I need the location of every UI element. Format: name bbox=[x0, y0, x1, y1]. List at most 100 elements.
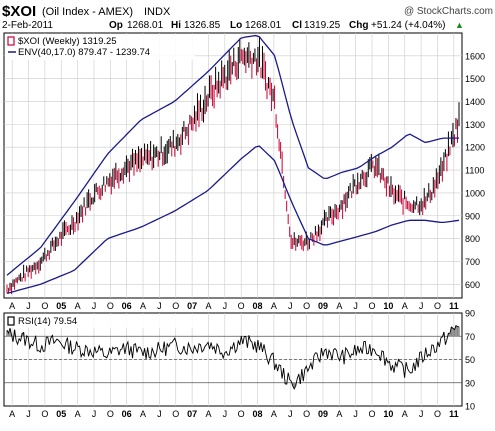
chart-symbol-name: (Oil Index - AMEX) bbox=[42, 6, 133, 18]
x-tick-label: J bbox=[26, 409, 31, 419]
x-tick-label: A bbox=[75, 409, 81, 419]
y-tick-label: 50 bbox=[465, 355, 475, 365]
x-tick-label: O bbox=[238, 301, 245, 311]
x-tick-label: A bbox=[9, 409, 15, 419]
y-tick-label: 1500 bbox=[465, 74, 485, 84]
rsi-line bbox=[6, 324, 460, 390]
x-tick-label: J bbox=[157, 409, 162, 419]
x-tick-label: J bbox=[92, 301, 97, 311]
y-tick-label: 10 bbox=[465, 402, 475, 412]
y-tick-label: 900 bbox=[465, 211, 480, 221]
quote-open-label: Op bbox=[109, 20, 123, 31]
x-tick-label: J bbox=[223, 301, 228, 311]
x-tick-label: J bbox=[26, 301, 31, 311]
x-tick-label: O bbox=[107, 409, 114, 419]
x-tick-label: A bbox=[205, 301, 211, 311]
quote-close-label: Cl bbox=[292, 20, 302, 31]
legend-swatch bbox=[7, 316, 15, 326]
price-bars bbox=[6, 36, 460, 295]
envelope-line bbox=[6, 145, 460, 295]
y-tick-label: 1100 bbox=[465, 166, 484, 176]
x-tick-label: A bbox=[402, 301, 408, 311]
y-tick-label: 70 bbox=[465, 332, 475, 342]
x-tick-label: 09 bbox=[318, 409, 328, 419]
x-tick-label: O bbox=[434, 301, 441, 311]
x-tick-label: 07 bbox=[187, 409, 197, 419]
quote-open: 1268.01 bbox=[127, 20, 164, 31]
x-tick-label: J bbox=[157, 301, 162, 311]
x-tick-label: O bbox=[369, 301, 376, 311]
x-tick-label: O bbox=[434, 409, 441, 419]
x-tick-label: J bbox=[353, 301, 358, 311]
x-tick-label: 05 bbox=[56, 409, 66, 419]
y-tick-label: 1400 bbox=[465, 97, 485, 107]
x-tick-label: O bbox=[41, 409, 48, 419]
chart-symbol-category: INDX bbox=[144, 6, 171, 18]
x-tick-label: 09 bbox=[318, 301, 328, 311]
y-tick-label: 1600 bbox=[465, 51, 485, 61]
y-tick-label: 90 bbox=[465, 309, 475, 319]
x-tick-label: 06 bbox=[122, 301, 132, 311]
quote-date: 2-Feb-2011 bbox=[2, 20, 53, 31]
x-tick-label: J bbox=[419, 409, 424, 419]
x-tick-label: 06 bbox=[122, 409, 132, 419]
x-tick-label: 08 bbox=[253, 409, 263, 419]
x-tick-label: A bbox=[9, 301, 15, 311]
x-tick-label: J bbox=[288, 301, 293, 311]
quote-high: 1326.85 bbox=[184, 20, 221, 31]
plot-frame bbox=[3, 32, 463, 299]
y-tick-label: 30 bbox=[465, 378, 475, 388]
legend-label: $XOI (Weekly) 1319.25 bbox=[18, 36, 117, 47]
x-tick-label: O bbox=[303, 409, 310, 419]
x-tick-label: 07 bbox=[187, 301, 197, 311]
x-tick-label: J bbox=[288, 409, 293, 419]
x-tick-label: A bbox=[271, 301, 277, 311]
x-tick-label: A bbox=[140, 301, 146, 311]
x-tick-label: A bbox=[336, 301, 342, 311]
x-tick-label: O bbox=[369, 409, 376, 419]
x-tick-label: O bbox=[303, 301, 310, 311]
legend-label: RSI(14) 79.54 bbox=[18, 316, 77, 327]
x-tick-label: A bbox=[75, 301, 81, 311]
y-tick-label: 1300 bbox=[465, 120, 485, 130]
chart-symbol: $XOI bbox=[2, 3, 36, 20]
y-tick-label: 600 bbox=[465, 280, 480, 290]
quote-low: 1268.01 bbox=[245, 20, 282, 31]
legend-background bbox=[5, 314, 195, 328]
x-tick-label: A bbox=[402, 409, 408, 419]
x-tick-label: 11 bbox=[449, 409, 459, 419]
quote-low-label: Lo bbox=[230, 20, 242, 31]
quote-change: +51.24 (+4.04%) bbox=[371, 20, 446, 31]
price-panel: 600 700 800 900 1000 1100 1200 1300 1400 1500 1600… bbox=[3, 32, 485, 311]
quote-change-label: Chg bbox=[349, 20, 368, 31]
y-tick-label: 1000 bbox=[465, 188, 485, 198]
x-tick-label: A bbox=[140, 409, 146, 419]
x-tick-label: 08 bbox=[253, 301, 263, 311]
stockcharts-watermark: @ StockCharts.com bbox=[404, 6, 493, 17]
x-tick-label: O bbox=[107, 301, 114, 311]
x-tick-label: A bbox=[336, 409, 342, 419]
x-tick-label: J bbox=[419, 301, 424, 311]
x-tick-label: O bbox=[172, 301, 179, 311]
x-tick-label: 10 bbox=[383, 301, 393, 311]
x-tick-label: O bbox=[172, 409, 179, 419]
x-tick-label: A bbox=[205, 409, 211, 419]
x-tick-label: J bbox=[92, 409, 97, 419]
x-tick-label: A bbox=[271, 409, 277, 419]
x-tick-label: 11 bbox=[449, 301, 459, 311]
x-tick-label: O bbox=[238, 409, 245, 419]
legend-label: ENV(40,17.0) 879.47 - 1239.74 bbox=[18, 47, 150, 58]
quote-close: 1319.25 bbox=[304, 20, 341, 31]
x-tick-label: J bbox=[353, 409, 358, 419]
quote-high-label: Hi bbox=[171, 20, 181, 31]
x-tick-label: O bbox=[41, 301, 48, 311]
change-up-arrow-icon: ▲ bbox=[455, 20, 464, 30]
legend-background bbox=[5, 34, 195, 60]
x-tick-label: 05 bbox=[56, 301, 66, 311]
y-tick-label: 1200 bbox=[465, 143, 485, 153]
y-tick-label: 800 bbox=[465, 234, 480, 244]
